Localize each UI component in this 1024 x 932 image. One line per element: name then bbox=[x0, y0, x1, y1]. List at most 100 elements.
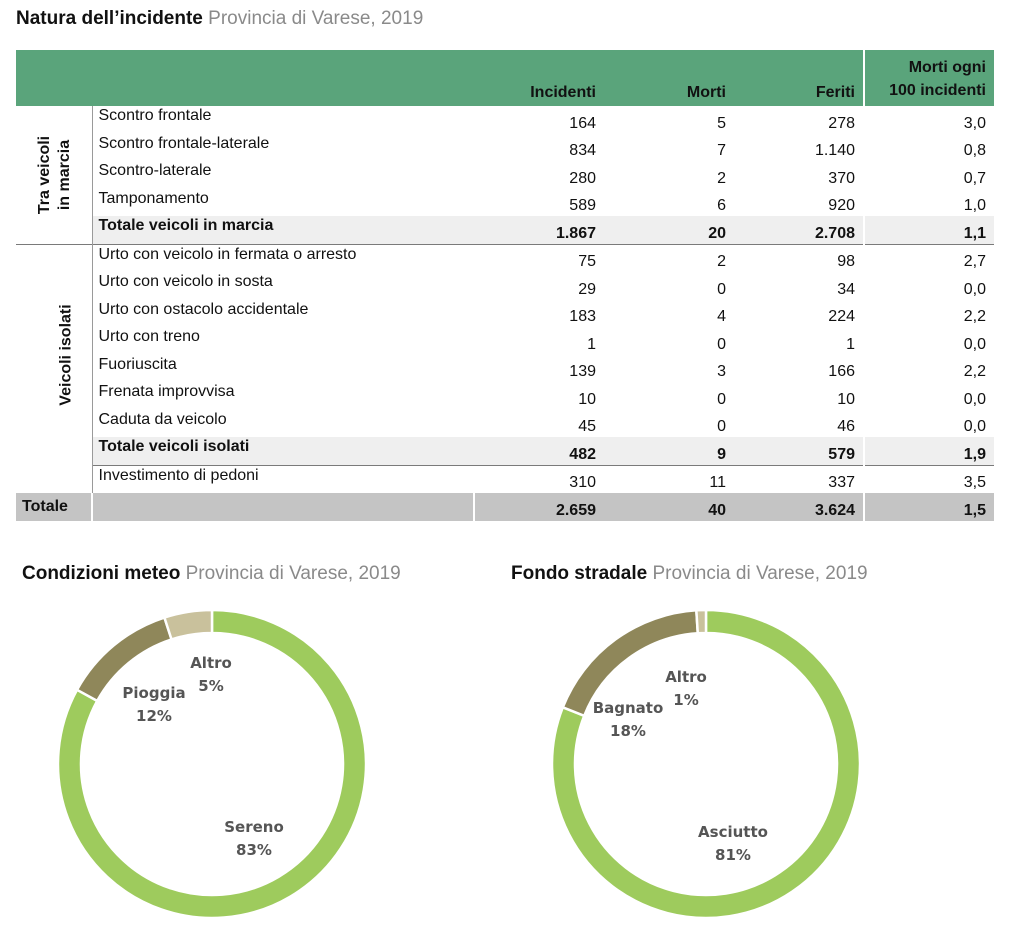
table-title-main: Natura dell’incidente bbox=[16, 8, 203, 29]
donut-pct-pioggia: 12% bbox=[136, 707, 172, 725]
group-label-tra-veicoli: Tra veicoli in marcia bbox=[16, 106, 93, 244]
table-row: Tra veicoli in marcia Scontro frontale 1… bbox=[16, 106, 994, 244]
header-morti: Morti bbox=[604, 50, 734, 106]
cell-morti: 4 bbox=[717, 308, 726, 325]
cell-incidenti: 1.867 bbox=[474, 216, 604, 244]
row-label: Investimento di pedoni bbox=[92, 464, 474, 493]
cell-morti: 3 bbox=[717, 363, 726, 380]
cell-morti: 5 bbox=[717, 114, 726, 132]
cell-incidenti: 1 bbox=[587, 335, 596, 353]
cell-incidenti: 139 bbox=[569, 363, 596, 380]
cell-feriti: 337 bbox=[734, 464, 864, 493]
cell-rate: 0,0 bbox=[863, 272, 994, 300]
row-label: Scontro frontale-laterale bbox=[98, 134, 270, 152]
group-label-empty bbox=[16, 465, 93, 493]
donut-pct-altro: 1% bbox=[673, 691, 698, 709]
header-feriti: Feriti bbox=[734, 50, 864, 106]
chart-title-fondo: Fondo stradale Provincia di Varese, 2019 bbox=[511, 563, 868, 585]
cell-feriti: 34 bbox=[837, 280, 855, 298]
cell-feriti: 166 bbox=[828, 363, 855, 380]
cell-morti: 20 bbox=[604, 216, 734, 244]
cell-feriti: 1 bbox=[846, 335, 855, 353]
chart-title-main: Condizioni meteo bbox=[22, 563, 181, 584]
donut-slice-sereno bbox=[56, 608, 368, 920]
donut-pct-asciutto: 81% bbox=[715, 846, 751, 864]
header-morti-ogni-100: Morti ogni 100 incidenti bbox=[863, 50, 994, 106]
cell-feriti: 579 bbox=[734, 437, 864, 465]
cell-incidenti: 482 bbox=[474, 437, 604, 465]
table-row: Scontro-laterale 280 2 370 0,7 bbox=[16, 161, 994, 189]
donut-slice-altro bbox=[162, 608, 214, 641]
cell-feriti: 278 bbox=[828, 114, 855, 132]
row-label: Frenata improvvisa bbox=[98, 383, 235, 400]
header-empty-group bbox=[16, 50, 92, 106]
chart-title-main: Fondo stradale bbox=[511, 563, 648, 584]
subtotal-row: Totale veicoli isolati 482 9 579 1,9 bbox=[16, 437, 994, 465]
cell-rate: 2,2 bbox=[863, 354, 994, 382]
cell-incidenti: 834 bbox=[569, 142, 596, 159]
cell-morti: 0 bbox=[717, 390, 726, 408]
row-label: Caduta da veicolo bbox=[98, 410, 227, 428]
cell-rate: 1,5 bbox=[863, 493, 994, 521]
cell-rate: 2,2 bbox=[863, 299, 994, 327]
cell-rate: 1,1 bbox=[863, 216, 994, 244]
cell-incidenti: 164 bbox=[569, 114, 596, 132]
cell-rate: 2,7 bbox=[863, 243, 994, 272]
cell-rate: 0,0 bbox=[863, 409, 994, 437]
table-row: Urto con treno 1 0 1 0,0 bbox=[16, 327, 994, 355]
group-label-line: in marcia bbox=[56, 139, 74, 210]
cell-morti: 0 bbox=[717, 280, 726, 298]
donut-label-bagnato: Bagnato bbox=[593, 699, 664, 717]
donut-label-asciutto: Asciutto bbox=[698, 823, 768, 841]
cell-feriti: 224 bbox=[828, 308, 855, 325]
header-morti-ogni-line1: Morti ogni bbox=[908, 59, 986, 76]
table-row: Frenata improvvisa 10 0 10 0,0 bbox=[16, 382, 994, 410]
cell-feriti: 3.624 bbox=[734, 493, 864, 521]
group-label-line: Tra veicoli bbox=[36, 135, 54, 214]
cell-feriti: 1.140 bbox=[814, 142, 855, 159]
cell-morti: 9 bbox=[604, 437, 734, 465]
accident-table: Incidenti Morti Feriti Morti ogni 100 in… bbox=[16, 50, 994, 521]
cell-feriti: 98 bbox=[734, 243, 864, 272]
row-label: Urto con treno bbox=[98, 328, 200, 345]
cell-incidenti: 280 bbox=[569, 169, 596, 187]
table-row: Scontro frontale-laterale 834 7 1.140 0,… bbox=[16, 133, 994, 161]
header-incidenti: Incidenti bbox=[474, 50, 604, 106]
row-label: Scontro frontale bbox=[98, 107, 212, 124]
cell-feriti: 10 bbox=[837, 390, 855, 408]
cell-incidenti: 183 bbox=[569, 308, 596, 325]
cell-feriti: 2.708 bbox=[734, 216, 864, 244]
donut-label-pioggia: Pioggia bbox=[122, 684, 185, 702]
table-row: Veicoli isolati Urto con veicolo in ferm… bbox=[16, 243, 994, 465]
total-row: Totale 2.659 40 3.624 1,5 bbox=[16, 493, 994, 521]
cell-morti: 11 bbox=[604, 464, 734, 493]
cell-rate: 0,0 bbox=[863, 327, 994, 355]
table-row: Fuoriuscita 139 3 166 2,2 bbox=[16, 354, 994, 382]
table-row: Urto con veicolo in sosta 29 0 34 0,0 bbox=[16, 272, 994, 300]
donut-label-altro: Altro bbox=[190, 654, 232, 672]
total-empty bbox=[92, 493, 475, 521]
header-morti-ogni-line2: 100 incidenti bbox=[889, 82, 986, 99]
donut-slice-asciutto bbox=[550, 608, 862, 920]
donut-label-sereno: Sereno bbox=[224, 818, 284, 836]
cell-rate: 0,7 bbox=[863, 161, 994, 189]
table-row: Caduta da veicolo 45 0 46 0,0 bbox=[16, 409, 994, 437]
cell-feriti: 920 bbox=[828, 197, 855, 214]
donut-slice-altro bbox=[695, 608, 708, 635]
cell-incidenti: 29 bbox=[578, 280, 596, 298]
cell-rate: 3,5 bbox=[863, 464, 994, 493]
cell-feriti: 370 bbox=[828, 169, 855, 187]
cell-rate: 0,8 bbox=[863, 133, 994, 161]
table-header-row: Incidenti Morti Feriti Morti ogni 100 in… bbox=[16, 50, 994, 106]
cell-morti: 40 bbox=[604, 493, 734, 521]
donut-chart-fondo: Asciutto 81% Bagnato 18% Altro 1% bbox=[550, 608, 862, 920]
cell-incidenti: 75 bbox=[474, 243, 604, 272]
cell-morti: 0 bbox=[717, 335, 726, 353]
row-label: Urto con veicolo in sosta bbox=[98, 273, 273, 290]
row-label: Urto con veicolo in fermata o arresto bbox=[92, 243, 474, 272]
group-label-line: Veicoli isolati bbox=[57, 304, 75, 406]
cell-rate: 0,0 bbox=[863, 382, 994, 410]
cell-incidenti: 310 bbox=[474, 464, 604, 493]
cell-incidenti: 2.659 bbox=[474, 493, 604, 521]
cell-morti: 2 bbox=[717, 169, 726, 187]
